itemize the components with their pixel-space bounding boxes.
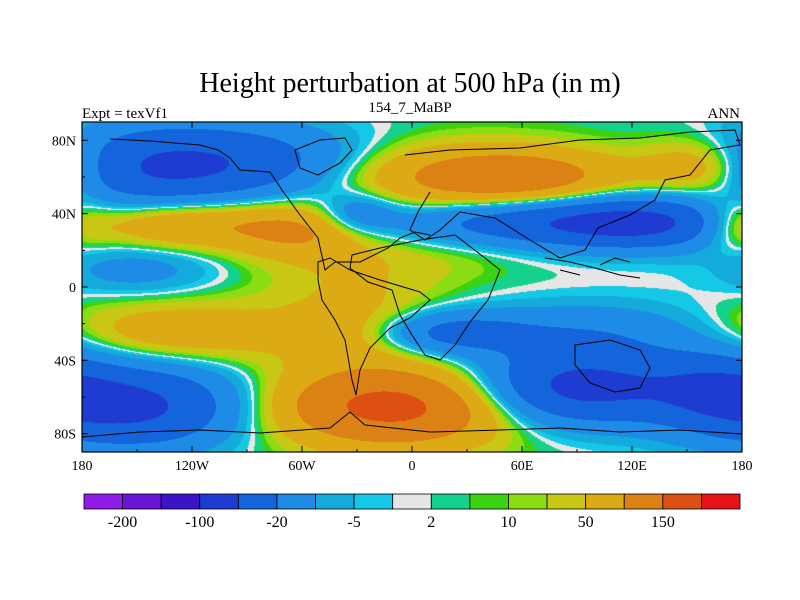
colorbar-label: -100 <box>185 514 214 531</box>
colorbar-box <box>237 493 278 510</box>
colorbar-box <box>585 493 625 510</box>
coastlines <box>81 129 743 438</box>
colorbar-box <box>701 493 741 510</box>
y-tick-label: 40N <box>52 208 76 223</box>
right-string: ANN <box>708 106 741 122</box>
colorbar-box <box>315 493 355 510</box>
colorbar-box <box>623 493 664 510</box>
x-tick-label: 120E <box>617 459 647 474</box>
colorbar-box <box>508 493 548 510</box>
colorbar-label: -200 <box>108 514 137 531</box>
coast-africa <box>349 234 501 361</box>
y-tick-label: 40S <box>54 354 76 369</box>
coast-greenland <box>294 137 353 176</box>
coast-antarctica <box>81 411 743 438</box>
colorbar-box <box>469 493 509 510</box>
colorbar-label: 2 <box>427 514 435 531</box>
colorbar-box <box>430 493 471 510</box>
colorbar-box <box>199 493 239 510</box>
x-tick-label: 120W <box>175 459 210 474</box>
colorbar-box <box>276 493 316 510</box>
x-axis-ticks: 180 120W 60W 0 60E 120E 180 <box>72 122 753 474</box>
colorbar-label: -20 <box>266 514 287 531</box>
x-tick-label: 180 <box>732 459 753 474</box>
left-string: Expt = texVf1 <box>82 106 168 122</box>
y-tick-label: 0 <box>69 281 76 296</box>
colorbar-box <box>83 493 123 510</box>
colorbar-box <box>392 493 432 510</box>
x-tick-label: 0 <box>409 459 416 474</box>
coast-eurasia <box>404 129 741 259</box>
colorbar-label: 10 <box>500 514 516 531</box>
colorbar: -200 -100 -20 -5 2 10 50 150 <box>83 493 741 531</box>
colorbar-label: 50 <box>578 514 594 531</box>
coast-north-america <box>109 138 431 271</box>
map-panel <box>81 121 743 453</box>
colorbar-box <box>662 493 702 510</box>
y-axis-ticks: 80N 40N 0 40S 80S <box>52 134 742 443</box>
colorbar-box <box>353 493 394 510</box>
coast-australia <box>574 339 651 393</box>
x-tick-label: 60W <box>288 459 316 474</box>
x-tick-label: 60E <box>511 459 534 474</box>
height-field <box>82 122 742 452</box>
coast-south-america <box>317 257 431 396</box>
x-tick-label: 180 <box>72 459 93 474</box>
y-tick-label: 80S <box>54 428 76 443</box>
colorbar-box <box>122 493 162 510</box>
y-tick-label: 80N <box>52 134 76 149</box>
chart-title: Height perturbation at 500 hPa (in m) <box>199 68 620 99</box>
coast-maritime-continent <box>544 257 641 279</box>
colorbar-box <box>546 493 587 510</box>
colorbar-label: -5 <box>347 514 360 531</box>
colorbar-box <box>160 493 201 510</box>
colorbar-label: 150 <box>651 514 675 531</box>
center-string: 154_7_MaBP <box>368 100 451 116</box>
